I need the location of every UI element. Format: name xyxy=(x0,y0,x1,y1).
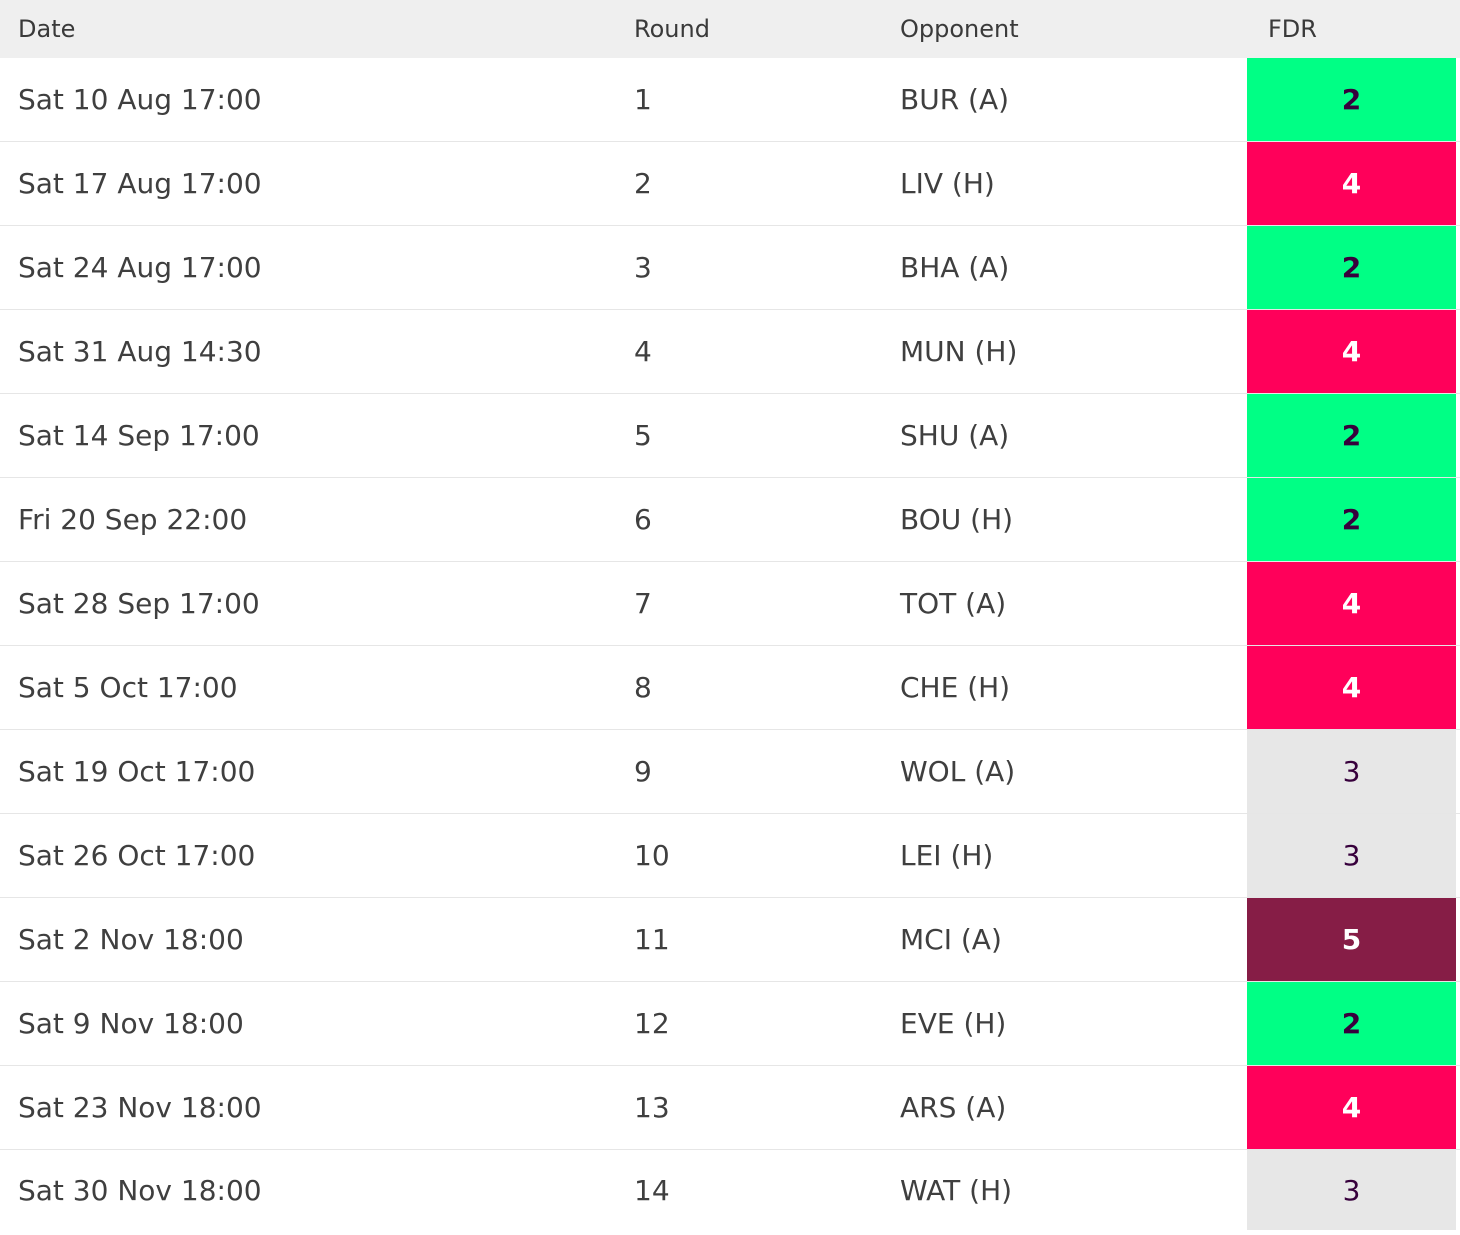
table-row: Sat 10 Aug 17:00 1 BUR (A) 2 xyxy=(0,58,1460,142)
fdr-badge: 2 xyxy=(1247,394,1456,477)
table-row: Sat 31 Aug 14:30 4 MUN (H) 4 xyxy=(0,310,1460,394)
fixture-round: 1 xyxy=(634,83,652,116)
fixture-round: 9 xyxy=(634,755,652,788)
fdr-badge: 5 xyxy=(1247,898,1456,981)
table-row: Fri 20 Sep 22:00 6 BOU (H) 2 xyxy=(0,478,1460,562)
fdr-badge: 2 xyxy=(1247,982,1456,1065)
table-row: Sat 17 Aug 17:00 2 LIV (H) 4 xyxy=(0,142,1460,226)
fixture-opponent: BHA (A) xyxy=(900,251,1010,284)
table-row: Sat 23 Nov 18:00 13 ARS (A) 4 xyxy=(0,1066,1460,1150)
fixture-date: Sat 2 Nov 18:00 xyxy=(18,923,244,956)
fdr-badge: 4 xyxy=(1247,562,1456,645)
table-row: Sat 19 Oct 17:00 9 WOL (A) 3 xyxy=(0,730,1460,814)
fixture-date: Sat 9 Nov 18:00 xyxy=(18,1007,244,1040)
fixture-round: 7 xyxy=(634,587,652,620)
fixture-opponent: LIV (H) xyxy=(900,167,995,200)
fixture-date: Sat 5 Oct 17:00 xyxy=(18,671,238,704)
fixture-date: Sat 31 Aug 14:30 xyxy=(18,335,262,368)
table-row: Sat 5 Oct 17:00 8 CHE (H) 4 xyxy=(0,646,1460,730)
fixture-date: Sat 24 Aug 17:00 xyxy=(18,251,262,284)
fdr-badge: 2 xyxy=(1247,478,1456,561)
fdr-badge: 4 xyxy=(1247,1066,1456,1149)
fixture-opponent: WAT (H) xyxy=(900,1173,1013,1207)
fdr-badge: 2 xyxy=(1247,58,1456,141)
fdr-badge: 4 xyxy=(1247,310,1456,393)
fixture-round: 11 xyxy=(634,923,670,956)
fixture-round: 8 xyxy=(634,671,652,704)
table-row: Sat 30 Nov 18:00 14 WAT (H) 3 xyxy=(0,1150,1460,1230)
table-row: Sat 2 Nov 18:00 11 MCI (A) 5 xyxy=(0,898,1460,982)
fdr-badge: 2 xyxy=(1247,226,1456,309)
fdr-badge: 3 xyxy=(1247,730,1456,813)
table-row: Sat 26 Oct 17:00 10 LEI (H) 3 xyxy=(0,814,1460,898)
fdr-badge: 4 xyxy=(1247,646,1456,729)
fdr-badge: 3 xyxy=(1247,814,1456,897)
fixture-date: Sat 14 Sep 17:00 xyxy=(18,419,260,452)
fixture-round: 5 xyxy=(634,419,652,452)
fixture-round: 6 xyxy=(634,503,652,536)
fixture-date: Sat 10 Aug 17:00 xyxy=(18,83,262,116)
fixture-date: Sat 26 Oct 17:00 xyxy=(18,839,256,872)
table-row: Sat 24 Aug 17:00 3 BHA (A) 2 xyxy=(0,226,1460,310)
fixture-round: 3 xyxy=(634,251,652,284)
fixture-opponent: SHU (A) xyxy=(900,419,1010,452)
table-header: Date Round Opponent FDR xyxy=(0,0,1460,58)
fixture-opponent: MCI (A) xyxy=(900,923,1002,956)
table-row: Sat 28 Sep 17:00 7 TOT (A) 4 xyxy=(0,562,1460,646)
fixture-date: Fri 20 Sep 22:00 xyxy=(18,503,248,536)
fixture-date: Sat 17 Aug 17:00 xyxy=(18,167,262,200)
fixture-round: 14 xyxy=(634,1173,670,1207)
fixture-opponent: LEI (H) xyxy=(900,839,994,872)
fixture-opponent: ARS (A) xyxy=(900,1091,1007,1124)
fixture-opponent: MUN (H) xyxy=(900,335,1018,368)
fixture-opponent: BUR (A) xyxy=(900,83,1010,116)
header-fdr: FDR xyxy=(1268,15,1317,43)
header-round: Round xyxy=(634,15,710,43)
fixture-opponent: EVE (H) xyxy=(900,1007,1007,1040)
fixture-round: 10 xyxy=(634,839,670,872)
header-date: Date xyxy=(18,15,76,43)
fixture-opponent: TOT (A) xyxy=(900,587,1007,620)
fdr-badge: 3 xyxy=(1247,1150,1456,1230)
fixture-round: 4 xyxy=(634,335,652,368)
fixture-round: 2 xyxy=(634,167,652,200)
table-row: Sat 9 Nov 18:00 12 EVE (H) 2 xyxy=(0,982,1460,1066)
fixture-date: Sat 23 Nov 18:00 xyxy=(18,1091,262,1124)
fixture-round: 12 xyxy=(634,1007,670,1040)
fixture-date: Sat 28 Sep 17:00 xyxy=(18,587,260,620)
fixture-opponent: BOU (H) xyxy=(900,503,1014,536)
fixture-opponent: CHE (H) xyxy=(900,671,1011,704)
fixture-round: 13 xyxy=(634,1091,670,1124)
header-opponent: Opponent xyxy=(900,15,1019,43)
table-row: Sat 14 Sep 17:00 5 SHU (A) 2 xyxy=(0,394,1460,478)
fdr-badge: 4 xyxy=(1247,142,1456,225)
fixture-opponent: WOL (A) xyxy=(900,755,1016,788)
fixture-date: Sat 19 Oct 17:00 xyxy=(18,755,256,788)
fixture-date: Sat 30 Nov 18:00 xyxy=(18,1173,262,1207)
